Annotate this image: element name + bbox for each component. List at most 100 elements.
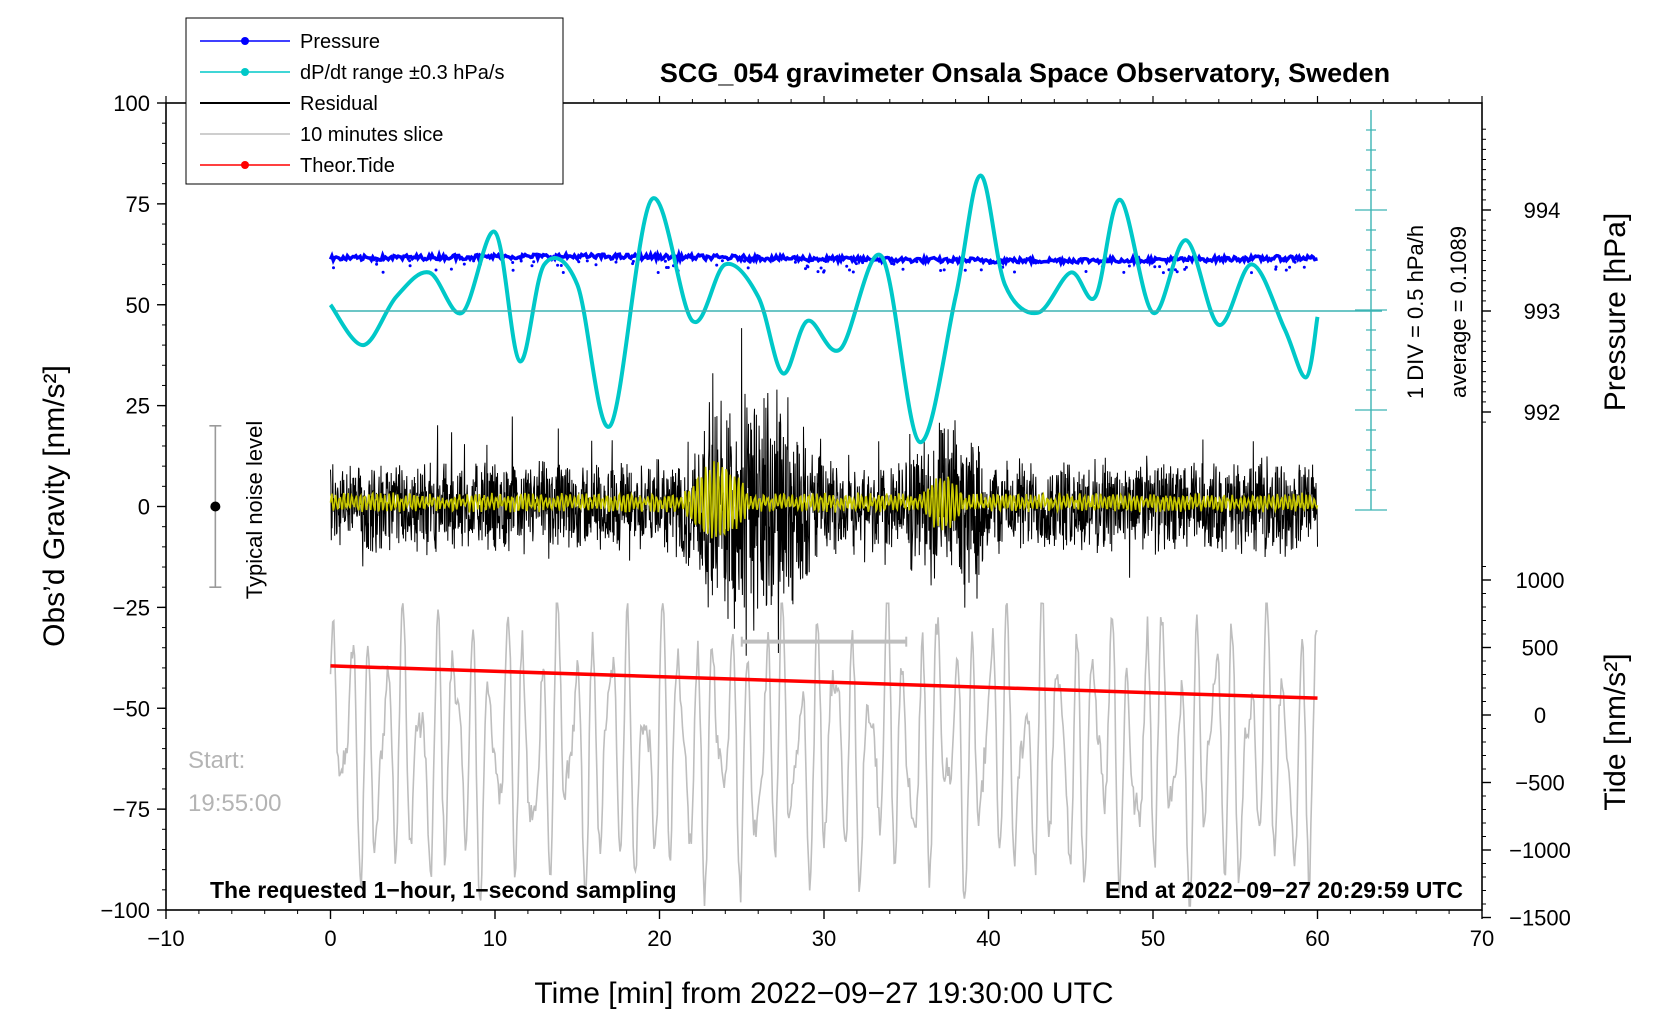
pressure-point — [845, 264, 849, 268]
pressure-point — [1250, 271, 1253, 275]
x-tick-label: 50 — [1141, 926, 1165, 951]
pressure-point — [530, 264, 534, 268]
pressure-point — [561, 271, 565, 274]
start-label: Start: — [188, 747, 245, 774]
y-axis-label-gravity: Obs’d Gravity [nm/s²] — [38, 365, 71, 647]
pressure-point — [532, 260, 536, 264]
pressure-point — [816, 270, 820, 274]
pressure-point — [614, 260, 618, 264]
x-tick-label: 30 — [812, 926, 836, 951]
pressure-point — [793, 260, 797, 264]
x-tick-label: 0 — [324, 926, 336, 951]
y-tick-label: −50 — [113, 696, 150, 721]
pressure-point — [472, 259, 476, 263]
pressure-point — [854, 262, 858, 266]
x-axis: −10 0 10 20 30 40 50 60 70 — [147, 96, 1494, 951]
pressure-point — [742, 259, 746, 263]
theor-tide-series — [330, 664, 1318, 700]
pressure-point — [806, 265, 810, 269]
tide-tick-label: 0 — [1534, 703, 1546, 728]
legend-item: Theor.Tide — [200, 155, 395, 177]
pressure-point — [408, 264, 412, 268]
x-tick-label: 40 — [976, 926, 1000, 951]
pressure-point — [915, 260, 919, 264]
pressure-point — [1127, 264, 1131, 268]
pressure-point — [434, 268, 438, 272]
pressure-point — [1034, 261, 1038, 265]
residual-line — [330, 328, 1318, 656]
pressure-point — [1029, 260, 1032, 264]
pressure-point — [1284, 268, 1288, 272]
pressure-point — [1153, 265, 1157, 269]
y-axis-label-tide: Tide [nm/s²] — [1599, 653, 1632, 810]
y-axis-gravity: −100 −75 −50 −25 0 25 50 75 100 — [100, 91, 166, 923]
legend-label: dP/dt range ±0.3 hPa/s — [300, 62, 504, 84]
pressure-point — [594, 263, 598, 267]
legend-marker — [241, 37, 249, 45]
pressure-point — [991, 261, 995, 264]
pressure-point — [1158, 265, 1162, 269]
pressure-point — [1274, 265, 1278, 269]
legend-item: Pressure — [200, 31, 380, 53]
legend-label: Residual — [300, 93, 378, 115]
y-tick-label: 50 — [126, 293, 150, 318]
tide-tick-label: 1000 — [1516, 568, 1565, 593]
pressure-series — [328, 248, 1318, 275]
pressure-point — [1274, 267, 1278, 271]
y-tick-label: −100 — [100, 898, 150, 923]
slice-range-marker — [740, 636, 908, 647]
pressure-point — [892, 262, 896, 266]
pressure-point — [556, 263, 560, 267]
pressure-point — [631, 262, 635, 266]
pressure-point — [848, 268, 851, 272]
pressure-point — [1288, 265, 1292, 269]
y-tick-label: −25 — [113, 595, 150, 620]
pressure-point — [715, 263, 719, 267]
pressure-point — [381, 270, 385, 274]
legend-item: dP/dt range ±0.3 hPa/s — [200, 62, 504, 84]
pressure-point — [511, 261, 515, 264]
pressure-point — [890, 262, 894, 265]
pressure-point — [332, 266, 335, 270]
pressure-point — [1184, 265, 1188, 269]
pressure-point — [656, 271, 660, 274]
pressure-point — [511, 268, 515, 272]
y-tick-label: 100 — [113, 91, 150, 116]
end-time-note: End at 2022−09−27 20:29:59 UTC — [1105, 877, 1463, 903]
dpdt-div-label: 1 DIV = 0.5 hPa/h — [1403, 225, 1428, 399]
sampling-note: The requested 1−hour, 1−second sampling — [210, 877, 677, 903]
start-time-label: 19:55:00 — [188, 790, 281, 817]
y-axis-label-pressure: Pressure [hPa] — [1599, 213, 1632, 411]
pressure-point — [408, 259, 412, 263]
pressure-point — [1122, 270, 1126, 274]
pressure-point — [942, 268, 946, 272]
pressure-point — [720, 259, 724, 263]
legend: Pressure dP/dt range ±0.3 hPa/s Residual 10… — [185, 17, 564, 185]
pressure-point — [585, 259, 589, 263]
x-tick-label: 60 — [1305, 926, 1329, 951]
pressure-point — [1173, 268, 1177, 272]
dpdt-average-label: average = 0.1089 — [1446, 226, 1471, 398]
legend-box — [185, 17, 564, 185]
legend-item: Residual — [200, 93, 378, 115]
legend-label: Pressure — [300, 31, 380, 53]
pressure-point — [901, 267, 905, 271]
noise-level-label: Typical noise level — [242, 421, 267, 600]
dpdt-series — [328, 173, 1320, 444]
pressure-point — [1013, 270, 1016, 274]
pressure-tick-label: 992 — [1524, 400, 1561, 425]
legend-marker — [241, 161, 249, 169]
residual-series — [330, 328, 1318, 656]
pressure-line — [328, 248, 1318, 268]
legend-label: Theor.Tide — [300, 155, 395, 177]
y-tick-label: 25 — [126, 394, 150, 419]
tide-tick-label: −1000 — [1509, 838, 1571, 863]
y-tick-label: −75 — [113, 797, 150, 822]
x-tick-label: 20 — [647, 926, 671, 951]
legend-item: 10 minutes slice — [200, 124, 443, 146]
pressure-point — [1293, 260, 1297, 264]
lowpass-line — [329, 461, 1319, 539]
theor-tide-line — [330, 664, 1318, 700]
pressure-tick-label: 994 — [1524, 198, 1561, 223]
